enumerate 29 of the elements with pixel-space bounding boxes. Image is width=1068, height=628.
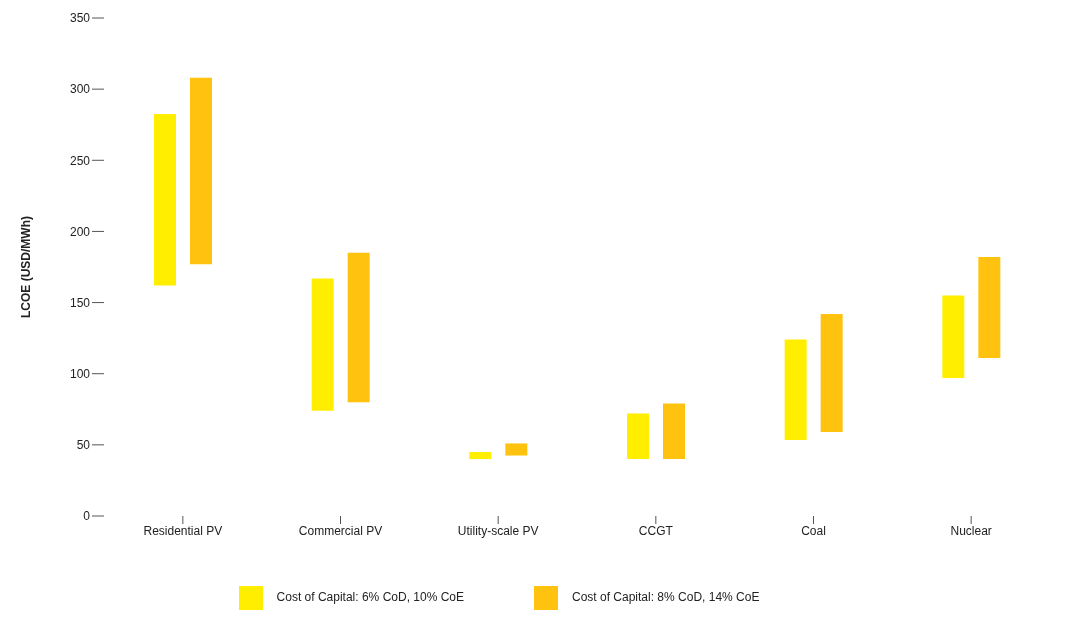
- y-axis-title: LCOE (USD/MWh): [19, 216, 34, 318]
- bar: [978, 257, 1001, 359]
- y-tick-label: 350: [69, 11, 91, 26]
- x-tick-label: Utility-scale PV: [457, 523, 539, 538]
- legend-label: Cost of Capital: 8% CoD, 14% CoE: [572, 590, 760, 605]
- bar: [784, 339, 807, 440]
- bar: [154, 114, 176, 286]
- x-tick-label: Coal: [801, 523, 826, 538]
- bar: [627, 413, 649, 460]
- y-tick-label: 200: [69, 224, 91, 239]
- y-tick-label: 100: [69, 366, 91, 381]
- y-tick-label: 150: [69, 295, 91, 310]
- bar: [505, 443, 528, 456]
- bar: [311, 278, 334, 411]
- y-tick-label: 250: [69, 153, 91, 168]
- x-tick-label: Commercial PV: [298, 523, 383, 538]
- bar: [469, 451, 492, 460]
- bar: [190, 77, 212, 265]
- bar: [347, 252, 370, 403]
- x-tick-label: CCGT: [638, 523, 674, 538]
- legend-label: Cost of Capital: 6% CoD, 10% CoE: [276, 590, 464, 605]
- bar: [820, 313, 843, 433]
- y-tick-label: 0: [83, 509, 91, 524]
- bar: [663, 403, 685, 460]
- x-tick-label: Residential PV: [143, 523, 223, 538]
- bar: [942, 295, 965, 378]
- y-tick-label: 50: [76, 438, 91, 453]
- y-tick-label: 300: [69, 82, 91, 97]
- x-tick-label: Nuclear: [950, 523, 992, 538]
